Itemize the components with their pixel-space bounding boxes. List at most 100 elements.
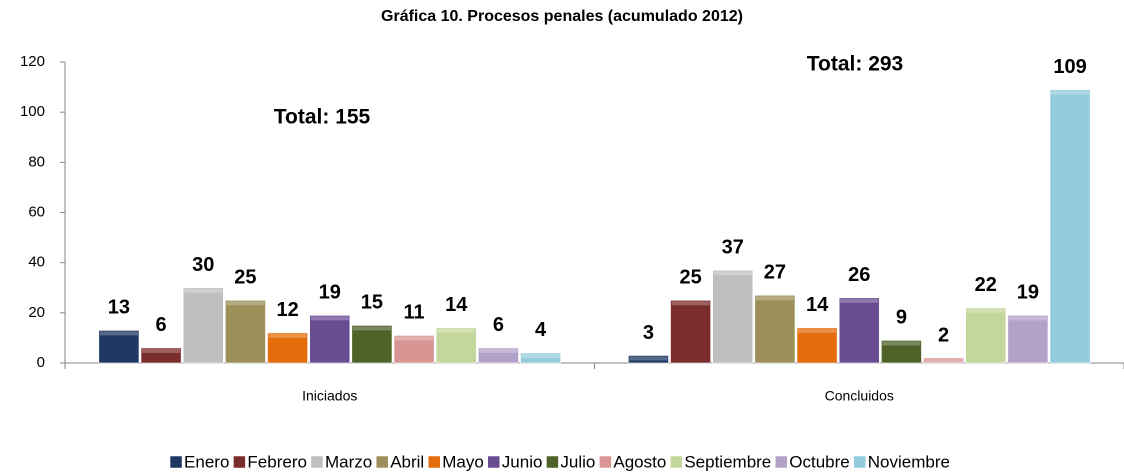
legend-label: Julio [560, 452, 595, 471]
legend-label: Noviembre [868, 452, 950, 471]
x-tick-label: Concluidos [825, 388, 894, 404]
data-label: 37 [722, 236, 744, 258]
bar-highlight [521, 353, 560, 358]
bar [140, 347, 182, 364]
annotation: Total: 155 [274, 106, 371, 129]
data-label: 2 [938, 324, 949, 346]
legend-label: Enero [184, 452, 229, 471]
legend-label: Febrero [247, 452, 307, 471]
bar [182, 287, 224, 364]
y-tick-label: 20 [28, 304, 45, 321]
bar-highlight [840, 298, 879, 303]
legend-swatch [670, 455, 683, 469]
legend-label: Septiembre [684, 452, 771, 471]
legend-label: Junio [502, 452, 543, 471]
data-label: 9 [896, 307, 907, 329]
bar [435, 327, 477, 364]
bar-highlight [268, 333, 307, 338]
bar [351, 325, 393, 364]
legend-label: Agosto [613, 452, 666, 471]
data-label: 19 [319, 282, 341, 304]
legend-label: Mayo [442, 452, 484, 471]
data-label: 4 [535, 319, 547, 341]
legend-swatch [853, 455, 866, 469]
data-label: 25 [234, 267, 256, 289]
bar-highlight [629, 356, 668, 361]
legend-swatch [375, 455, 389, 469]
data-label: 12 [276, 299, 298, 321]
chart-title: Gráfica 10. Procesos penales (acumulado … [381, 8, 743, 25]
data-label: 26 [848, 264, 870, 286]
data-label: 15 [361, 292, 383, 314]
bar-highlight [713, 271, 752, 276]
bar [881, 340, 922, 364]
y-tick-label: 120 [20, 53, 45, 70]
y-tick-label: 60 [28, 203, 45, 220]
bar-highlight [755, 296, 794, 301]
bar-highlight [797, 328, 837, 333]
legend-swatch [233, 455, 246, 469]
data-label: 3 [643, 322, 654, 344]
y-tick-label: 100 [20, 103, 45, 120]
bar [478, 347, 519, 364]
bar-highlight [966, 308, 1005, 313]
legend-label: Marzo [325, 452, 372, 471]
bar [712, 269, 754, 364]
y-tick-label: 80 [28, 153, 45, 170]
bar [754, 294, 796, 364]
data-label: 13 [108, 297, 130, 319]
bar-highlight [882, 341, 921, 346]
data-label: 27 [764, 262, 786, 284]
bar [309, 315, 351, 364]
data-label: 25 [679, 267, 701, 289]
bar [1049, 89, 1091, 364]
data-label: 11 [404, 302, 425, 324]
data-label: 6 [156, 314, 167, 336]
x-tick-label: Iniciados [302, 388, 357, 404]
bar [520, 352, 561, 364]
legend-swatch [546, 455, 559, 469]
bar [267, 332, 308, 364]
legend-swatch [775, 455, 788, 469]
data-label: 19 [1017, 282, 1039, 304]
bar [1007, 315, 1049, 364]
bar-highlight [671, 301, 710, 306]
legend-swatch [487, 455, 501, 469]
legend-label: Abril [390, 452, 424, 471]
data-label: 22 [975, 274, 997, 296]
bar [965, 307, 1007, 364]
bar-highlight [1051, 90, 1090, 95]
legend-swatch [599, 455, 612, 469]
bar [670, 299, 711, 364]
bar [838, 297, 880, 364]
y-tick-label: 0 [37, 354, 45, 371]
legend-swatch [310, 455, 324, 469]
bar [393, 335, 435, 364]
bar [923, 357, 964, 364]
data-label: 6 [493, 314, 504, 336]
bar [98, 330, 140, 364]
bar-highlight [184, 288, 223, 293]
bar-highlight [226, 301, 265, 306]
data-label: 109 [1053, 56, 1086, 78]
bar-highlight [437, 328, 476, 333]
legend: Enero Febrero Marzo Abril Mayo Junio Julio Agos… [169, 452, 950, 471]
data-label: 30 [192, 254, 214, 276]
bar [628, 355, 669, 364]
annotation: Total: 293 [807, 53, 903, 76]
legend-label: Octubre [789, 452, 849, 471]
legend-swatch [427, 455, 441, 469]
bar [796, 327, 838, 364]
legend-swatch [169, 455, 183, 469]
bar-highlight [141, 348, 181, 353]
bar-highlight [395, 336, 434, 341]
data-label: 14 [806, 294, 829, 316]
bar-highlight [310, 316, 349, 321]
bar-highlight [479, 348, 518, 353]
data-label: 14 [445, 294, 468, 316]
bar-highlight [352, 326, 392, 331]
bar-highlight [924, 358, 963, 363]
bar-highlight [1008, 316, 1048, 321]
y-tick-label: 40 [28, 254, 45, 271]
